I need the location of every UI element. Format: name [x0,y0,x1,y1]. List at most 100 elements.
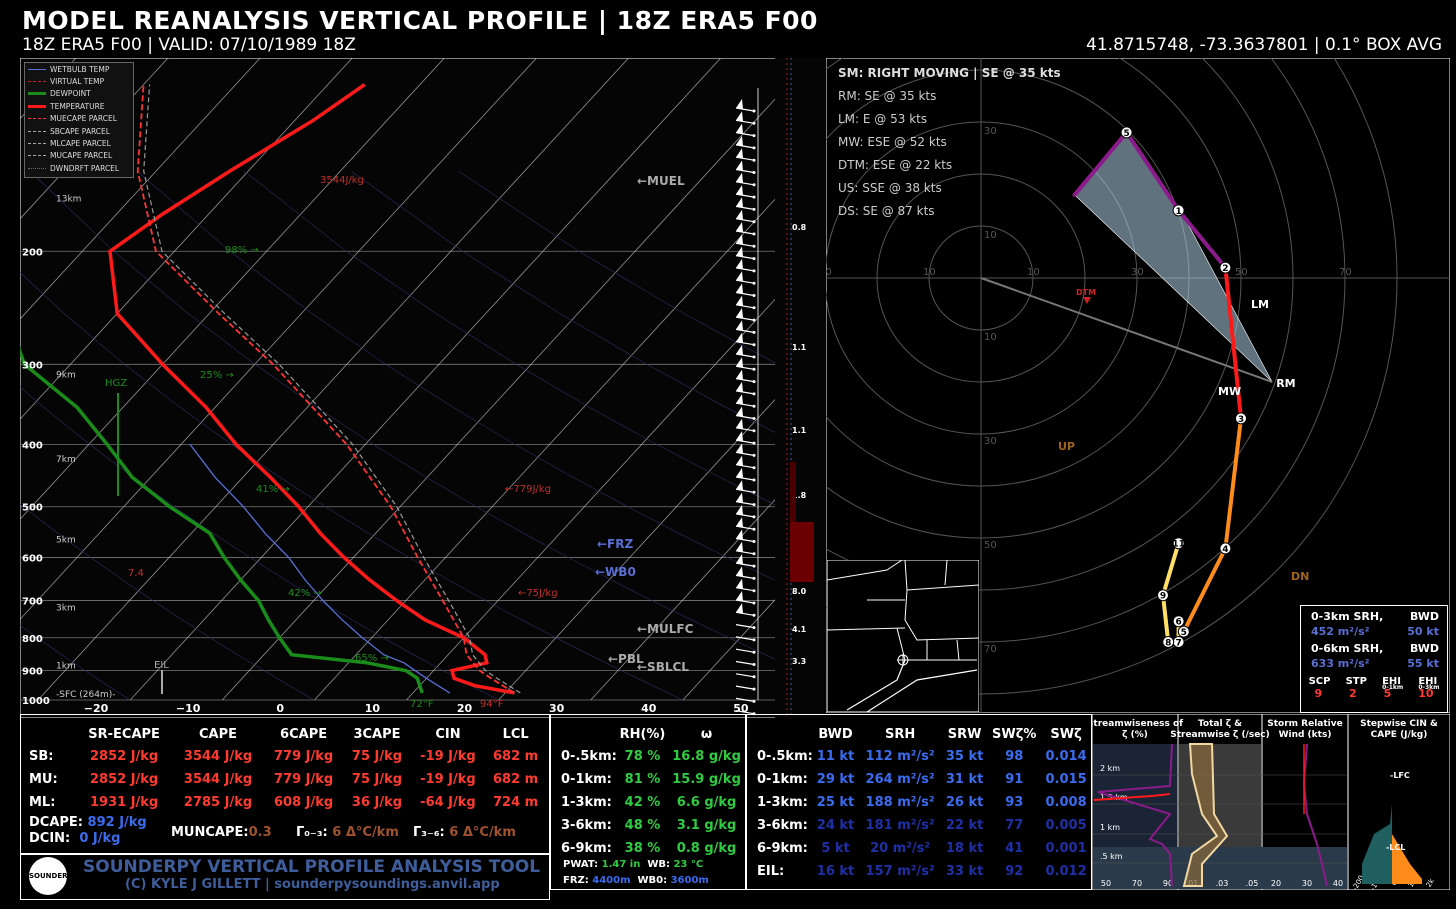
dry-adiabat [29,170,826,683]
wind-barb-flag [736,258,743,269]
wind-barb-flag [736,185,743,196]
inset-axis-label: 70 [1132,879,1142,888]
wind-barb-dot [752,601,756,605]
wind-barb [735,304,755,309]
wind-barb-flag [736,160,743,171]
temp-tick-label: 40 [641,702,657,715]
wind-barb-flag [736,603,743,614]
sounderpy-logo-icon: SOUNDER PY [29,857,68,895]
wind-barb-flag [736,345,743,355]
wind-barb-dot [752,453,756,457]
series-muecape-parcel [136,84,515,694]
hodo-segment [1124,130,1181,213]
height-label: 7km [56,455,76,465]
scp-label: SCP [1308,676,1331,687]
legend-swatch [28,155,46,157]
table-row: 0-.5km: 11 kt 112 m²/s² 35 kt 98 0.014 [757,749,1087,764]
wind-barb-dot [752,207,756,211]
wind-barb [735,562,755,567]
storm-motion-dtm: DTM: ESE @ 22 kts [838,158,953,172]
wind-barb-dot [752,638,756,642]
height-label: 1km [56,661,76,671]
isotherm-line [590,443,826,701]
wind-barb [735,574,755,579]
inset-bg [1093,847,1347,889]
wind-barb [735,439,755,444]
wind-barb-flag [736,271,743,282]
profile-insets: Streamwiseness of ζ (%)Total ζ & Streamwis… [1092,714,1450,890]
pressure-tick-label: 200 [22,247,43,258]
hodo-height-marker [1157,589,1169,602]
storm-motion-ds: DS: SE @ 87 kts [838,204,935,218]
dcin-line: DCIN: 0 J/kg [29,831,121,846]
wind-barb-flag [736,99,743,109]
temp-tick-label: 0 [276,702,284,715]
hodo-marker-up: UP [1058,440,1075,453]
inset-title: Streamwiseness of ζ (%) [1092,719,1183,740]
wind-barb-dot [752,146,756,150]
pressure-tick-label: 600 [22,554,43,565]
height-label: 5km [56,535,76,545]
hodo-height-label: 9 [1160,592,1166,602]
page-subtitle: 18Z ERA5 F00 | VALID: 07/10/1989 18Z [22,35,356,55]
hodo-segment [1181,546,1228,634]
pwat-line: PWAT: 1.47 in WB: 23 °C [563,859,704,870]
storm-motion-rm: RM: SE @ 35 kts [838,89,937,103]
wind-barb-dot [752,183,756,187]
dry-adiabat [20,386,499,701]
isotherm-line [129,58,722,701]
col-swzp: SWζ% [992,726,1037,742]
srh06-label: 0-6km SRH, [1311,642,1384,655]
table-row: 3-6km: 48 % 3.1 g/kg [561,818,737,833]
wind-barb-flag [736,234,743,245]
col-srecape: SR-ECAPE [88,726,160,742]
legend-item: MUCAPE PARCEL [25,150,133,162]
wind-barb [735,107,755,112]
col-swz: SWζ [1050,726,1082,742]
hodo-height-label: 1 [1175,207,1181,217]
legend-swatch [28,118,46,120]
wind-barb-dot [752,540,756,543]
streamwise-curve [1097,743,1173,887]
lapse-label: 3.3 [792,657,806,666]
wind-barb-dot [752,490,756,494]
dry-adiabat [20,503,315,701]
hodo-height-marker [1172,204,1185,217]
inset-axis-label: .05 [1246,879,1259,888]
temp-tick-label: 20 [457,702,473,715]
wind-barb [735,132,755,137]
col-cin: CIN [435,726,461,742]
legend-swatch [28,130,46,132]
wind-barb-flag [736,431,743,442]
wind-barb [735,697,755,702]
muncape-line: MUNCAPE:0.3 [171,825,272,840]
wind-barb [735,316,755,321]
lapse-label: 4.1 [792,625,807,634]
legend-label: VIRTUAL TEMP [50,77,105,87]
legend-label: MUECAPE PARCEL [50,114,117,124]
wind-barb-flag [736,222,743,232]
isotherm-line [20,58,353,420]
hodo-ring-label: 70 [984,644,997,655]
wind-barb [735,218,755,223]
legend-item: TEMPERATURE [25,100,133,112]
footer-name: SOUNDERPY VERTICAL PROFILE ANALYSIS TOOL [83,857,541,877]
hodo-segment [1176,208,1228,270]
wind-barb-flag [736,381,743,392]
total-zeta-fill [1182,743,1229,887]
wind-barb [735,267,755,272]
inset-axis-label: 40 [1333,879,1343,888]
skewt-chart: 1000 900 800 700 600 500 400 300 200 −20 −10 0 10 20 3… [20,58,826,718]
legend-item: VIRTUAL TEMP [25,75,133,87]
temp-tick-label: 30 [549,702,565,715]
dtm-marker [1083,297,1091,304]
inset-mark: -LFC [1390,771,1410,780]
inset-axis-label: 20 [1271,879,1281,888]
height-label: 13km [56,195,81,205]
wind-barb-dot [752,220,756,224]
wind-barb-dot [752,232,756,236]
skewt-annotation: 3544J/kg [320,175,364,186]
wind-barb [735,402,755,407]
hodo-segment [1072,130,1129,197]
